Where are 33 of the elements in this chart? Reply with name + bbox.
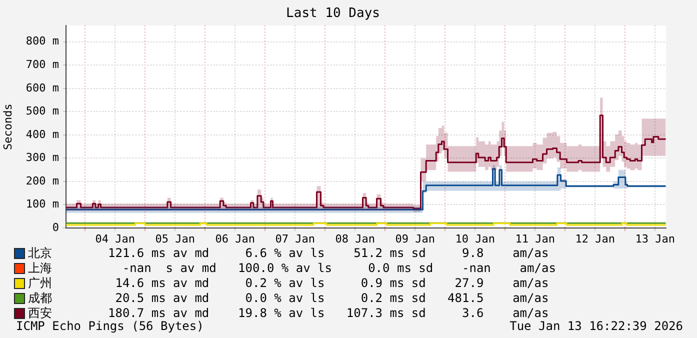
text: 14.6 ms av md 0.2 % av ls 0.9 ms sd 27.9 am/as — [114, 276, 549, 291]
x-tick-label: 05 Jan — [155, 232, 195, 246]
y-tick-label: 700 m — [26, 58, 60, 72]
y-tick-label: 800 m — [26, 34, 60, 48]
chart-title: Last 10 Days — [286, 6, 380, 22]
text: ICMP Echo Pings (56 Bytes) — [16, 319, 204, 333]
text: 121.6 ms av md 6.6 % av ls 51.2 ms sd 9.8 am/as — [108, 246, 549, 261]
y-tick-label: 0 — [52, 220, 59, 234]
text: Tue Jan 13 16:22:39 2026 — [510, 319, 683, 333]
text: 180.7 ms av md 19.8 % av ls 107.3 ms sd 3.6 am/as — [108, 306, 549, 320]
legend-label: 成都 — [28, 291, 53, 306]
text: -nan s av md 100.0 % av ls 0.0 ms sd -nan am/as — [121, 261, 556, 276]
y-tick-label: 500 m — [26, 104, 60, 118]
x-tick-label: 13 Jan — [635, 232, 675, 246]
x-tick-label: 08 Jan — [335, 232, 375, 246]
x-tick-label: 04 Jan — [95, 232, 135, 246]
y-axis-title: Seconds — [1, 104, 14, 150]
text: 20.5 ms av md 0.0 % av ls 0.2 ms sd 481.5 am/as — [114, 291, 549, 306]
x-tick-label: 07 Jan — [275, 232, 315, 246]
y-tick-label: 600 m — [26, 81, 60, 94]
x-tick-label: 09 Jan — [395, 232, 435, 246]
y-tick-label: 200 m — [26, 174, 60, 188]
y-tick-label: 400 m — [26, 128, 60, 141]
x-tick-label: 10 Jan — [455, 232, 495, 246]
legend-label: 上海 — [28, 261, 53, 276]
y-tick-label: 300 m — [26, 151, 60, 164]
x-tick-label: 12 Jan — [575, 232, 615, 246]
y-tick-label: 100 m — [26, 198, 60, 211]
legend-label: 北京 — [28, 246, 53, 261]
x-tick-label: 06 Jan — [215, 232, 255, 246]
legend-label: 广州 — [28, 276, 53, 291]
legend-label: 西安 — [28, 306, 53, 321]
x-tick-label: 11 Jan — [515, 232, 555, 246]
